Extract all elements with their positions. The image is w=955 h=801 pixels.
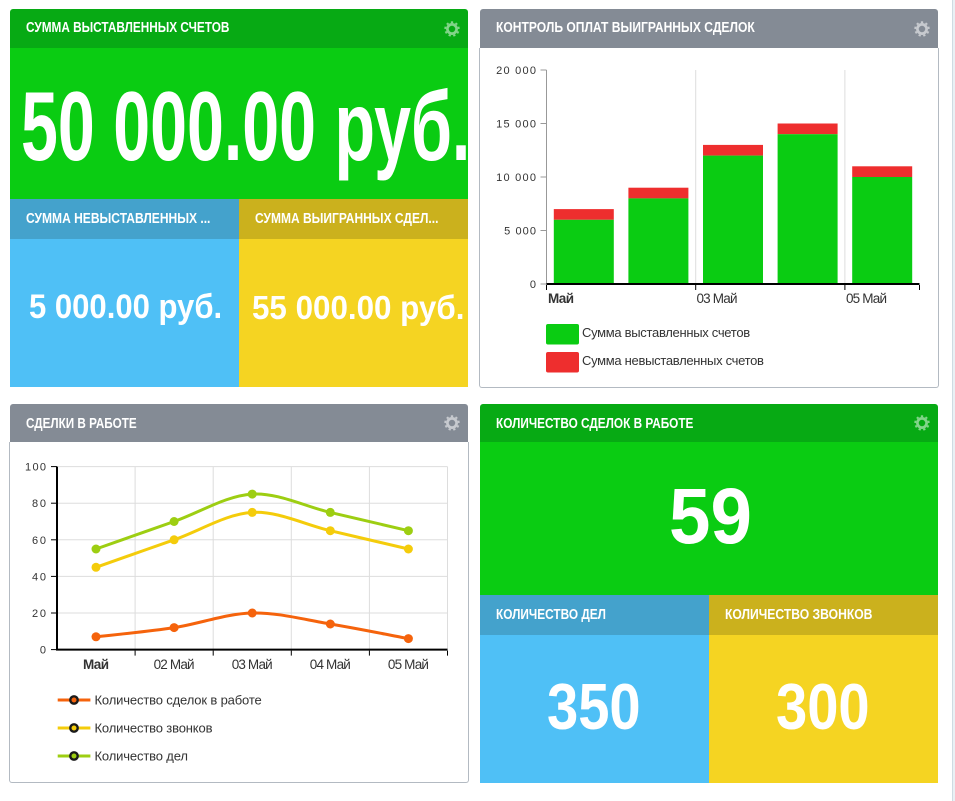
svg-text:Сумма невыставленных счетов: Сумма невыставленных счетов: [582, 353, 764, 368]
svg-text:05 Май: 05 Май: [846, 291, 887, 306]
svg-text:Май: Май: [83, 657, 109, 672]
svg-text:100: 100: [25, 462, 46, 474]
svg-text:40: 40: [32, 571, 46, 583]
svg-text:Сумма выставленных счетов: Сумма выставленных счетов: [582, 325, 750, 340]
svg-text:15 000: 15 000: [496, 119, 536, 131]
svg-text:05 Май: 05 Май: [388, 657, 429, 672]
svg-text:02 Май: 02 Май: [154, 657, 195, 672]
svg-text:03 Май: 03 Май: [697, 291, 738, 306]
svg-text:10 000: 10 000: [496, 172, 536, 184]
svg-text:0: 0: [40, 645, 46, 657]
svg-text:20 000: 20 000: [496, 65, 536, 77]
svg-text:Количество звонков: Количество звонков: [95, 721, 213, 736]
svg-text:60: 60: [32, 535, 46, 547]
svg-text:Май: Май: [548, 291, 574, 306]
svg-text:Количество дел: Количество дел: [95, 749, 188, 764]
svg-text:0: 0: [530, 279, 536, 291]
svg-text:04 Май: 04 Май: [310, 657, 351, 672]
svg-text:20: 20: [32, 608, 46, 620]
svg-text:80: 80: [32, 498, 46, 510]
svg-text:5 000: 5 000: [504, 226, 536, 238]
svg-text:Количество сделок в работе: Количество сделок в работе: [95, 693, 262, 708]
svg-text:03 Май: 03 Май: [232, 657, 273, 672]
